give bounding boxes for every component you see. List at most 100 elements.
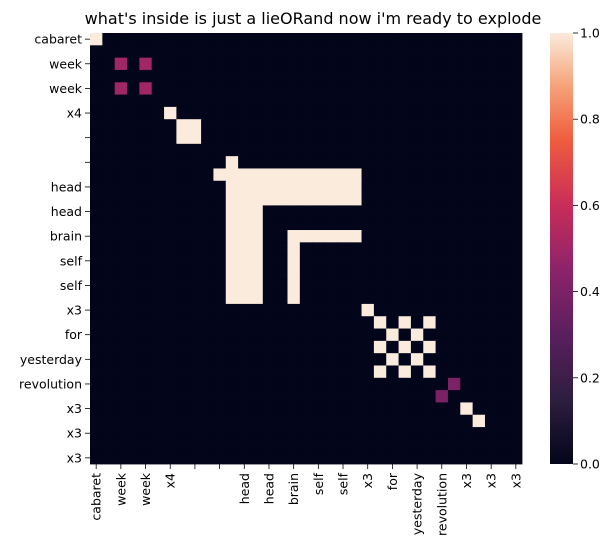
heatmap-cell (398, 353, 412, 366)
heatmap-cell (151, 303, 165, 317)
heatmap-cell (176, 414, 190, 428)
heatmap-cell (398, 266, 412, 280)
heatmap-cell (460, 279, 474, 292)
heatmap-cell (102, 439, 116, 453)
heatmap-cell (497, 291, 511, 305)
heatmap-cell (102, 328, 116, 342)
heatmap-cell (225, 57, 239, 71)
heatmap-cell (114, 119, 128, 132)
heatmap-cell (497, 57, 511, 71)
heatmap-cell (151, 340, 165, 354)
heatmap-cell (176, 180, 190, 194)
heatmap-cell (262, 82, 276, 95)
heatmap-cell (373, 390, 387, 403)
heatmap-cell (275, 217, 288, 231)
heatmap-cell (213, 205, 227, 219)
heatmap-cell (225, 353, 239, 366)
heatmap-cell (324, 402, 338, 416)
heatmap-cell (349, 106, 362, 120)
x-tick-labels: cabaret week week x4 head head brain self self x3… (89, 464, 523, 536)
heatmap-cell (188, 390, 202, 403)
heatmap-cell (324, 33, 338, 46)
heatmap-cell (90, 82, 103, 95)
heatmap-cell (287, 340, 301, 354)
heatmap-cell (509, 193, 523, 206)
heatmap-cell (102, 193, 116, 206)
heatmap-cell (250, 365, 264, 379)
heatmap-cell (361, 414, 375, 428)
heatmap-cell (460, 427, 474, 440)
heatmap-cell (102, 291, 116, 305)
heatmap-cell (509, 119, 523, 132)
heatmap-cell (176, 33, 190, 46)
heatmap-cell (484, 217, 498, 231)
heatmap-cell (225, 427, 239, 440)
heatmap-cell (509, 57, 523, 71)
heatmap-cell (201, 230, 214, 243)
y-tick-label: revolution (19, 376, 82, 391)
heatmap-cell (225, 291, 239, 305)
heatmap-cell (188, 143, 202, 157)
heatmap-cell (225, 45, 239, 59)
heatmap-cell (139, 82, 153, 95)
heatmap-cell (447, 230, 461, 243)
heatmap-cell (460, 303, 474, 317)
heatmap-cell (484, 82, 498, 95)
heatmap-cell (151, 168, 165, 182)
heatmap-cell (497, 254, 511, 268)
heatmap-cell (213, 353, 227, 366)
heatmap-cell (164, 57, 177, 71)
heatmap-cell (213, 230, 227, 243)
heatmap-cell (484, 180, 498, 194)
heatmap-cell (484, 439, 498, 453)
heatmap-cell (386, 451, 399, 465)
heatmap-cell (102, 205, 116, 219)
heatmap-cell (497, 193, 511, 206)
heatmap-cell (250, 340, 264, 354)
heatmap-cell (460, 242, 474, 256)
heatmap-cell (373, 242, 387, 256)
heatmap-cell (102, 156, 116, 169)
heatmap-cell (90, 451, 103, 465)
heatmap-cell (349, 168, 362, 182)
heatmap-cell (349, 94, 362, 108)
heatmap-cell (373, 156, 387, 169)
heatmap-cell (238, 340, 251, 354)
heatmap-cell (410, 94, 424, 108)
heatmap-cell (139, 217, 153, 231)
heatmap-cell (410, 291, 424, 305)
heatmap-cell (386, 82, 399, 95)
heatmap-cell (472, 340, 486, 354)
heatmap-cell (151, 205, 165, 219)
heatmap-cell (460, 82, 474, 95)
heatmap-cell (410, 266, 424, 280)
heatmap-cell (509, 217, 523, 231)
heatmap-cell (262, 193, 276, 206)
heatmap-cell (188, 69, 202, 83)
heatmap-cell (102, 427, 116, 440)
heatmap-cell (164, 266, 177, 280)
heatmap-cell (361, 217, 375, 231)
heatmap-cell (114, 143, 128, 157)
heatmap-cell (497, 402, 511, 416)
heatmap-cell (287, 205, 301, 219)
heatmap-cell (509, 131, 523, 145)
heatmap-cell (299, 439, 313, 453)
heatmap-cell (312, 119, 325, 132)
heatmap-cell (484, 106, 498, 120)
heatmap-cell (447, 279, 461, 292)
heatmap-cell (423, 377, 436, 391)
heatmap-cell (151, 143, 165, 157)
x-tick-label: brain (286, 473, 301, 505)
heatmap-cell (213, 328, 227, 342)
colorbar-tick-label: 0.6 (580, 198, 600, 213)
heatmap-cell (238, 143, 251, 157)
heatmap-cell (410, 316, 424, 329)
heatmap-cell (151, 33, 165, 46)
heatmap-cell (127, 328, 140, 342)
heatmap-cell (114, 365, 128, 379)
colorbar-gradient (550, 33, 573, 464)
heatmap-cell (164, 230, 177, 243)
heatmap-cell (435, 402, 449, 416)
heatmap-cell (275, 119, 288, 132)
